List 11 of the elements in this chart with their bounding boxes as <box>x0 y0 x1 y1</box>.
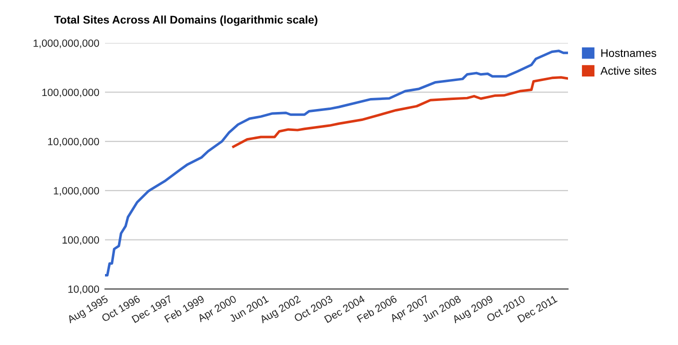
line-series <box>232 76 568 148</box>
y-tick-label: 100,000,000 <box>42 88 100 98</box>
y-tick-label: 100,000 <box>62 236 100 245</box>
chart-title: Total Sites Across All Domains (logarithmic scale) <box>54 16 318 26</box>
y-tick-label: 10,000,000 <box>48 138 100 147</box>
y-tick-label: 1,000,000,000 <box>34 40 100 48</box>
line-series <box>105 50 568 277</box>
y-tick-label: 1,000,000 <box>54 187 100 196</box>
y-tick-label: 10,000 <box>68 286 100 294</box>
legend-label: Active sites <box>600 66 656 75</box>
legend-label: Hostnames <box>601 49 656 57</box>
